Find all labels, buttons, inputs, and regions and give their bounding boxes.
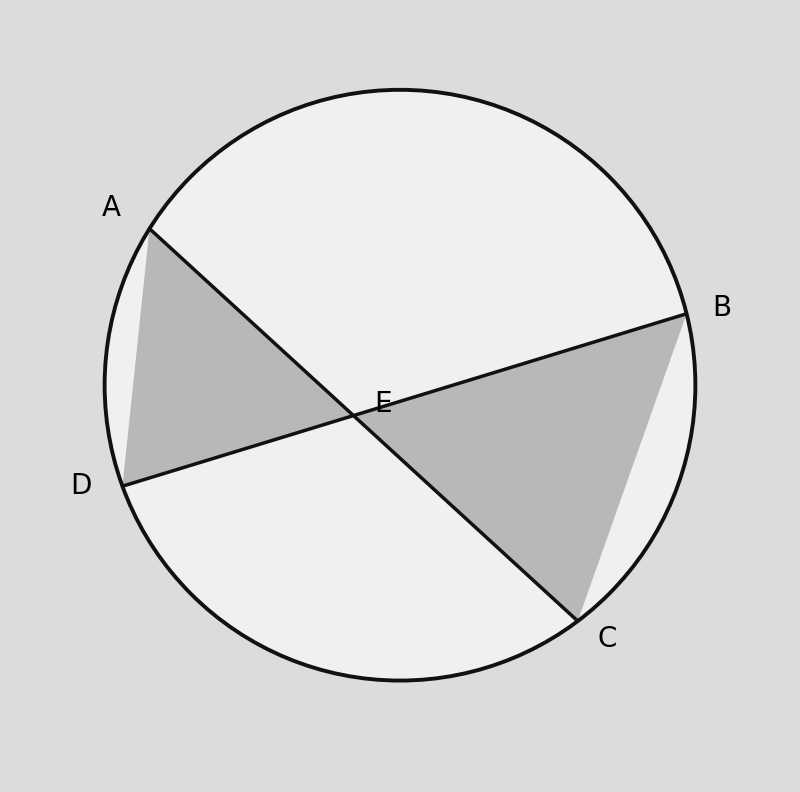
Text: A: A: [102, 194, 121, 222]
Polygon shape: [122, 229, 354, 486]
Circle shape: [105, 89, 695, 680]
Text: C: C: [598, 625, 617, 653]
Text: B: B: [713, 294, 732, 322]
Polygon shape: [354, 314, 686, 621]
Text: D: D: [70, 472, 92, 501]
Text: E: E: [374, 390, 392, 417]
